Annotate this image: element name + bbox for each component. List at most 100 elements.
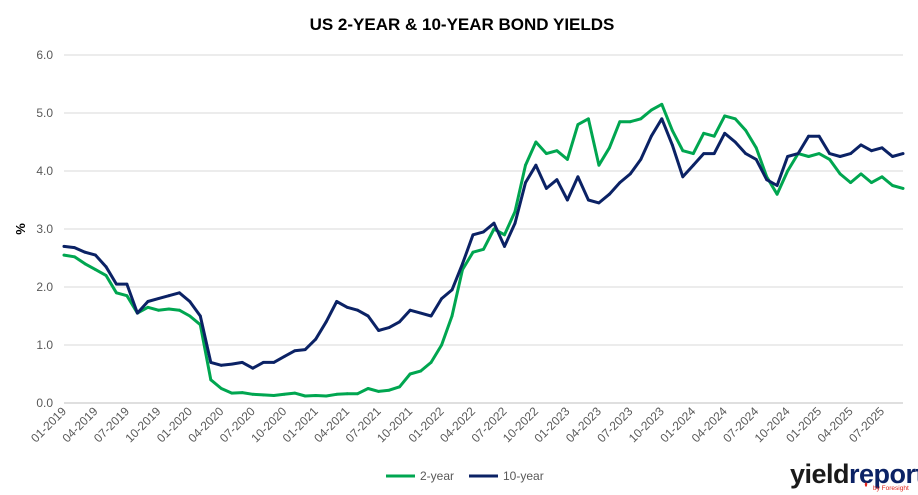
data-point-2-year	[555, 149, 559, 153]
logo-word-yield: yield	[790, 459, 849, 489]
data-point-10-year	[440, 297, 443, 300]
data-point-10-year	[429, 314, 433, 318]
chart-title: US 2-YEAR & 10-YEAR BOND YIELDS	[310, 15, 615, 34]
data-point-2-year	[209, 378, 213, 382]
data-point-2-year	[859, 172, 863, 176]
data-point-2-year	[335, 392, 339, 396]
data-point-2-year	[670, 129, 674, 132]
data-point-10-year	[345, 305, 349, 309]
data-point-2-year	[838, 172, 842, 176]
data-point-2-year	[125, 294, 129, 298]
data-point-10-year	[335, 300, 339, 303]
data-point-2-year	[723, 114, 727, 118]
data-point-10-year	[282, 355, 286, 358]
data-point-10-year	[450, 288, 454, 292]
yieldreport-logo: yieldreport by Foresight	[790, 459, 918, 492]
data-point-10-year	[555, 178, 559, 182]
data-point-10-year	[691, 163, 695, 167]
data-point-10-year	[524, 181, 527, 185]
data-point-10-year	[461, 262, 464, 266]
data-point-10-year	[828, 152, 831, 156]
data-point-10-year	[157, 297, 160, 300]
y-tick-label: 0.0	[36, 396, 53, 410]
data-point-10-year	[240, 361, 244, 364]
data-point-2-year	[261, 393, 265, 397]
data-point-2-year	[524, 163, 527, 167]
data-point-2-year	[807, 155, 810, 158]
data-point-2-year	[870, 181, 873, 185]
data-point-10-year	[94, 253, 97, 257]
data-point-2-year	[566, 158, 569, 161]
data-point-10-year	[408, 308, 412, 312]
data-point-2-year	[754, 146, 758, 150]
data-point-2-year	[733, 117, 737, 121]
data-point-10-year	[796, 152, 800, 156]
data-point-10-year	[251, 366, 255, 370]
y-tick-label: 6.0	[36, 48, 53, 62]
data-point-10-year	[838, 155, 842, 158]
data-point-2-year	[618, 120, 622, 124]
data-point-2-year	[366, 387, 370, 390]
data-point-10-year	[503, 245, 506, 248]
data-point-10-year	[807, 134, 810, 138]
data-point-2-year	[293, 391, 297, 395]
data-point-10-year	[136, 311, 139, 315]
data-point-10-year	[209, 361, 213, 364]
data-point-10-year	[545, 187, 548, 190]
data-point-10-year	[125, 282, 129, 286]
data-point-10-year	[628, 172, 632, 176]
legend-label-2-year: 2-year	[420, 469, 454, 483]
legend: 2-year 10-year	[386, 469, 544, 483]
data-point-2-year	[587, 117, 590, 121]
gridlines	[64, 54, 903, 346]
data-point-2-year	[73, 255, 76, 259]
data-point-10-year	[901, 152, 905, 156]
data-point-2-year	[471, 250, 475, 254]
data-point-10-year	[513, 221, 517, 225]
data-point-10-year	[681, 175, 685, 179]
data-point-10-year	[765, 178, 769, 182]
data-point-2-year	[503, 233, 506, 237]
data-point-2-year	[188, 314, 192, 318]
x-tick-label: 07-2025	[846, 404, 887, 445]
data-point-2-year	[891, 184, 894, 187]
x-axis-ticks: 01-201904-201907-201910-201901-202004-20…	[28, 404, 887, 445]
data-point-2-year	[408, 372, 412, 376]
data-point-2-year	[545, 152, 548, 156]
data-point-2-year	[576, 123, 580, 126]
data-point-10-year	[419, 311, 422, 315]
data-point-2-year	[251, 392, 255, 396]
data-point-2-year	[639, 117, 643, 121]
data-point-2-year	[880, 175, 884, 179]
data-point-2-year	[534, 140, 538, 144]
data-point-10-year	[303, 348, 307, 351]
data-point-2-year	[104, 274, 108, 277]
data-point-2-year	[94, 268, 97, 271]
series-lines	[62, 102, 905, 398]
data-point-2-year	[482, 247, 485, 251]
data-point-10-year	[618, 181, 622, 185]
data-point-10-year	[649, 134, 653, 138]
data-point-10-year	[712, 152, 716, 156]
logo-word-report: report	[849, 459, 918, 489]
data-point-10-year	[817, 134, 821, 138]
data-point-2-year	[440, 343, 443, 347]
data-point-10-year	[314, 337, 318, 341]
series-line-10-year	[62, 117, 905, 370]
data-point-10-year	[723, 131, 727, 135]
data-point-2-year	[649, 108, 653, 112]
data-point-10-year	[534, 163, 538, 167]
data-point-2-year	[608, 146, 611, 150]
data-point-2-year	[62, 253, 66, 257]
legend-label-10-year: 10-year	[503, 469, 544, 483]
data-point-2-year	[377, 390, 380, 393]
data-point-10-year	[859, 143, 863, 147]
data-point-10-year	[387, 326, 391, 329]
data-point-2-year	[303, 394, 307, 398]
data-point-10-year	[366, 314, 370, 318]
data-point-10-year	[198, 314, 202, 318]
data-point-10-year	[356, 308, 359, 312]
data-point-10-year	[293, 349, 297, 353]
data-point-10-year	[733, 140, 737, 144]
data-point-2-year	[681, 149, 685, 153]
